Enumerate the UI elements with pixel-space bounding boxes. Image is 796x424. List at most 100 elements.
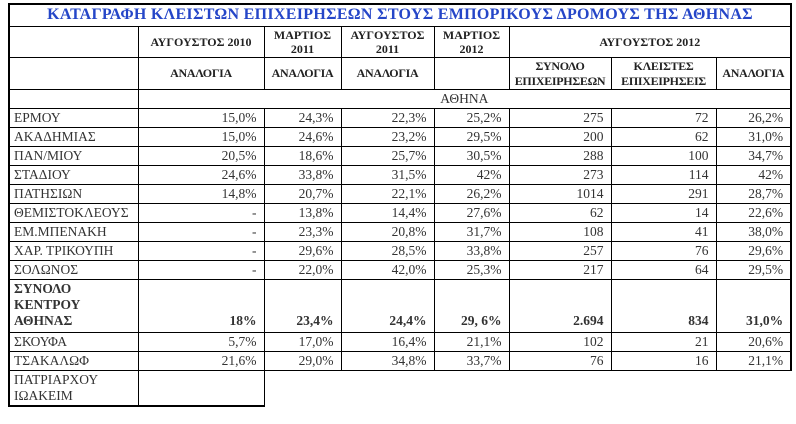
value-cell: 30,5% [433, 146, 510, 167]
street-name-cell: ΠΑΤΡΙΑΡΧΟΥ ΙΩΑΚΕΙΜ [8, 370, 139, 408]
street-name-cell: ΣΚΟΥΦΑ [8, 332, 139, 353]
street-name-cell: ΠΑΤΗΣΙΩΝ [8, 184, 139, 205]
col-header-august-2012: ΑΥΓΟΥΣΤΟΣ 2012 [508, 25, 793, 59]
value-cell: 16 [610, 351, 717, 372]
value-cell: 291 [610, 184, 717, 205]
street-row: ΤΣΑΚΑΛΩΦ 21,6% 29,0% 34,8% 33,7% 76 16 21,1% [8, 351, 793, 372]
value-cell: 33,8% [263, 165, 342, 186]
value-cell: 15,0% [137, 127, 265, 148]
street-name-cell: ΘΕΜΙΣΤΟΚΛΕΟΥΣ [8, 203, 139, 224]
value-cell [264, 371, 341, 407]
value-cell: 13,8% [263, 203, 342, 224]
street-row: ΑΚΑΔΗΜΙΑΣ 15,0% 24,6% 23,2% 29,5% 200 62 31,0% [8, 127, 793, 148]
value-cell: 76 [508, 351, 612, 372]
value-cell: 23,4% [263, 279, 342, 334]
value-cell: - [137, 222, 265, 243]
value-cell [509, 371, 611, 407]
value-cell: 24,6% [263, 127, 342, 148]
street-row: ΣΤΑΔΙΟΥ 24,6% 33,8% 31,5% 42% 273 114 42% [8, 165, 793, 186]
street-row: ΕΡΜΟΥ 15,0% 24,3% 22,3% 25,2% 275 72 26,2% [8, 108, 793, 129]
value-cell: 62 [610, 127, 717, 148]
street-row: ΣΟΛΩΝΟΣ -22,0% 42,0% 25,3% 217 64 29,5% [8, 260, 793, 281]
value-cell: 34,8% [340, 351, 435, 372]
value-cell: 200 [508, 127, 612, 148]
closed-businesses-table: ΚΑΤΑΓΡΑΦΗ ΚΛΕΙΣΤΩΝ ΕΠΙΧΕΙΡΗΣΕΩΝ ΣΤΟΥΣ ΕΜ… [7, 3, 793, 408]
value-cell: 29,5% [715, 260, 793, 281]
street-row: ΕΜ.ΜΠΕΝΑΚΗ -23,3% 20,8% 31,7% 108 41 38,0% [8, 222, 793, 243]
street-name-cell: ΧΑΡ. ΤΡΙΚΟΥΠΗ [8, 241, 139, 262]
street-name-cell: ΣΟΛΩΝΟΣ [8, 260, 139, 281]
value-cell: 31,0% [715, 127, 793, 148]
street-name-cell: ΣΥΝΟΛΟ ΚΕΝΤΡΟΥ ΑΘΗΝΑΣ [8, 279, 139, 334]
value-cell: 76 [610, 241, 717, 262]
subheader-analogia-aug2012: ΑΝΑΛΟΓΙΑ [715, 57, 793, 91]
street-name-cell: ΕΜ.ΜΠΕΝΑΚΗ [8, 222, 139, 243]
value-cell: 21,1% [433, 332, 510, 353]
value-cell: 20,6% [715, 332, 793, 353]
value-cell: 31,0% [715, 279, 793, 334]
subheader-total-businesses: ΣΥΝΟΛΟ ΕΠΙΧΕΙΡΗΣΕΩΝ [508, 57, 612, 91]
value-cell: 72 [610, 108, 717, 129]
value-cell: 275 [508, 108, 612, 129]
value-cell: 42% [715, 165, 793, 186]
col-header-august-2011: ΑΥΓΟΥΣΤΟΣ 2011 [340, 25, 435, 59]
subheader-analogia-aug2011: ΑΝΑΛΟΓΙΑ [340, 57, 435, 91]
value-cell: 20,5% [137, 146, 265, 167]
value-cell: 38,0% [715, 222, 793, 243]
value-cell: 29,0% [263, 351, 342, 372]
value-cell: 28,5% [340, 241, 435, 262]
value-cell: 23,3% [263, 222, 342, 243]
value-cell: 21 [610, 332, 717, 353]
value-cell: 34,7% [715, 146, 793, 167]
corner-cell-top [8, 25, 139, 59]
value-cell: 114 [610, 165, 717, 186]
corner-cell-bottom [8, 57, 139, 91]
section-row: ΑΘΗΝΑ [8, 89, 793, 110]
value-cell: 834 [610, 279, 717, 334]
value-cell: 102 [508, 332, 612, 353]
value-cell: 25,3% [433, 260, 510, 281]
value-cell: 288 [508, 146, 612, 167]
value-cell: 20,8% [340, 222, 435, 243]
subheader-analogia-mar2011: ΑΝΑΛΟΓΙΑ [263, 57, 342, 91]
value-cell: 33,8% [433, 241, 510, 262]
value-cell: 42,0% [340, 260, 435, 281]
value-cell: 100 [610, 146, 717, 167]
value-cell: - [137, 203, 265, 224]
value-cell: 21,1% [715, 351, 793, 372]
value-cell [611, 371, 716, 407]
value-cell: 25,7% [340, 146, 435, 167]
value-cell: 14,8% [137, 184, 265, 205]
value-cell: 25,2% [433, 108, 510, 129]
value-cell: 27,6% [433, 203, 510, 224]
street-name-cell: ΠΑΝ/ΜΙΟΥ [8, 146, 139, 167]
value-cell: 108 [508, 222, 612, 243]
street-row: ΠΑΤΡΙΑΡΧΟΥ ΙΩΑΚΕΙΜ [8, 370, 791, 408]
value-cell: - [137, 260, 265, 281]
value-cell: 26,2% [715, 108, 793, 129]
value-cell: 31,7% [433, 222, 510, 243]
document-page: ΚΑΤΑΓΡΑΦΗ ΚΛΕΙΣΤΩΝ ΕΠΙΧΕΙΡΗΣΕΩΝ ΣΤΟΥΣ ΕΜ… [7, 3, 793, 408]
value-cell: 29,6% [263, 241, 342, 262]
value-cell: 22,6% [715, 203, 793, 224]
value-cell [434, 371, 509, 407]
value-cell: 29, 6% [433, 279, 510, 334]
street-row: ΧΑΡ. ΤΡΙΚΟΥΠΗ -29,6% 28,5% 33,8% 257 76 29,6% [8, 241, 793, 262]
value-cell: 18% [137, 279, 265, 334]
value-cell: 41 [610, 222, 717, 243]
value-cell: 1014 [508, 184, 612, 205]
title-row: ΚΑΤΑΓΡΑΦΗ ΚΛΕΙΣΤΩΝ ΕΠΙΧΕΙΡΗΣΕΩΝ ΣΤΟΥΣ ΕΜ… [7, 3, 793, 27]
value-cell: 20,7% [263, 184, 342, 205]
value-cell: 64 [610, 260, 717, 281]
value-cell: 29,5% [433, 127, 510, 148]
street-row: ΣΥΝΟΛΟ ΚΕΝΤΡΟΥ ΑΘΗΝΑΣ 18% 23,4% 24,4% 29, 6%… [8, 279, 793, 334]
value-cell: 28,7% [715, 184, 793, 205]
value-cell: 22,1% [340, 184, 435, 205]
value-cell: 24,3% [263, 108, 342, 129]
value-cell [137, 370, 265, 408]
value-cell: 22,0% [263, 260, 342, 281]
value-cell: 17,0% [263, 332, 342, 353]
street-name-cell: ΤΣΑΚΑΛΩΦ [8, 351, 139, 372]
street-row: ΠΑΤΗΣΙΩΝ 14,8% 20,7% 22,1% 26,2% 1014 291 28,7% [8, 184, 793, 205]
value-cell: 15,0% [137, 108, 265, 129]
